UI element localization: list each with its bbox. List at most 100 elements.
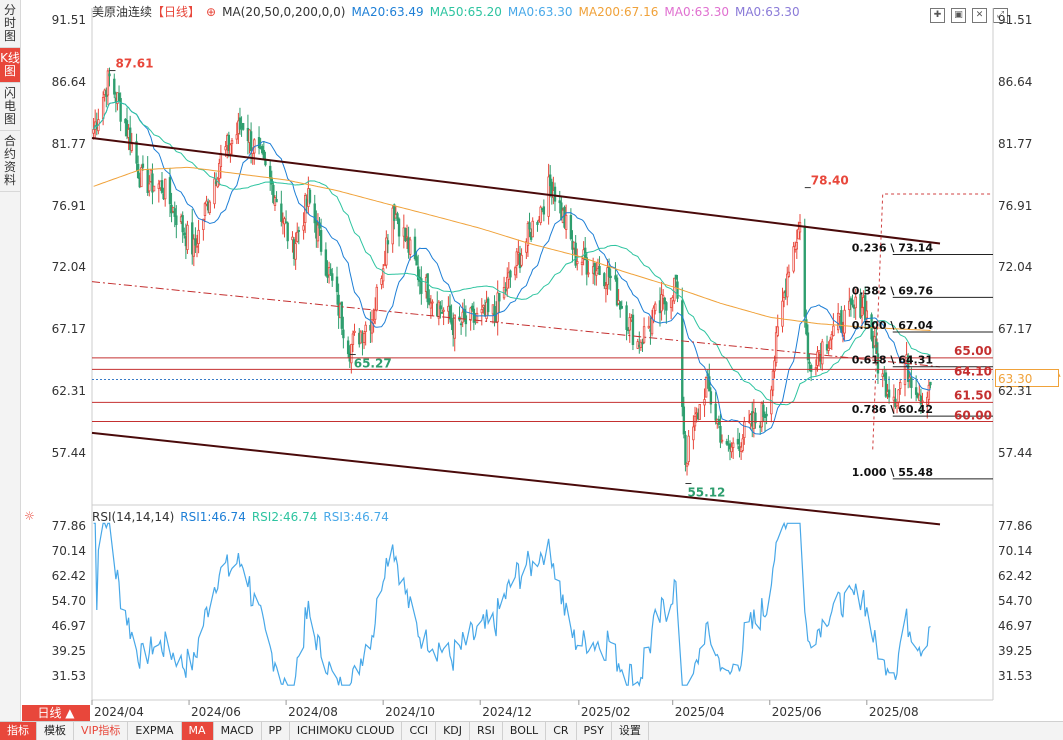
axis-label-left: 31.53 <box>51 669 86 683</box>
candle-body <box>564 214 568 230</box>
instrument-title: 美原油连续 <box>92 5 153 19</box>
period-label: 【日线】 <box>152 5 201 19</box>
left-tab-3[interactable]: 合约资料 <box>0 131 20 192</box>
left-tab-2[interactable]: 闪电图 <box>0 83 20 131</box>
period-selector[interactable]: 日线 ▲ <box>22 705 90 721</box>
indicator-tab-4[interactable]: MA <box>181 722 214 740</box>
candle-body <box>175 215 178 226</box>
candle-body <box>448 305 452 320</box>
axis-label-right: 72.04 <box>998 260 1033 275</box>
candle-body <box>654 303 657 311</box>
candle-body <box>168 177 172 205</box>
candle-body <box>319 230 323 252</box>
candle-body <box>797 228 800 240</box>
axis-label-left: 57.44 <box>51 446 86 460</box>
time-axis-label: 2025/08 <box>868 705 919 719</box>
candle-body <box>805 319 808 335</box>
fib-label: 0.382 \ 69.76 <box>852 284 934 297</box>
axis-label-right: 70.14 <box>998 543 1033 558</box>
candle-body <box>525 241 528 253</box>
indicator-tab-3[interactable]: EXPMA <box>128 722 182 740</box>
candle-body <box>183 232 186 236</box>
candle-body <box>870 314 873 340</box>
price-annotation: 65.00 <box>954 344 992 358</box>
candle-body <box>119 98 122 122</box>
time-axis-label: 2025/02 <box>580 705 631 719</box>
candle-body <box>660 294 663 312</box>
candle-body <box>674 274 678 280</box>
indicator-tab-5[interactable]: MACD <box>214 722 262 740</box>
candle-body <box>926 396 929 405</box>
candle-body <box>542 206 546 215</box>
candle-body <box>426 273 429 303</box>
indicator-tab-6[interactable]: PP <box>262 722 290 740</box>
axis-label-left: 62.31 <box>51 384 86 399</box>
ma200-line <box>93 166 931 331</box>
candle-body <box>731 442 735 448</box>
candle-body <box>194 238 197 246</box>
candle-body <box>101 96 105 120</box>
candle-body <box>351 333 355 345</box>
indicator-tab-bar: 指标 模板 VIP指标 EXPMA MA MACD PP ICHIMOKU CLOUD CCI K… <box>0 721 1063 740</box>
candle-body <box>603 273 606 287</box>
candle-body <box>708 376 711 392</box>
indicator-tab-2[interactable]: VIP指标 <box>74 722 129 740</box>
axis-label-right: 62.42 <box>998 568 1033 583</box>
candle-body <box>241 122 245 130</box>
indicator-tab-12[interactable]: CR <box>546 722 577 740</box>
candle-body <box>486 298 490 313</box>
candle-body <box>704 377 708 398</box>
indicator-tab-13[interactable]: PSY <box>577 722 612 740</box>
time-axis-label: 2024/06 <box>191 705 241 719</box>
settings-icon[interactable]: ⊕ <box>206 5 217 19</box>
candle-body <box>736 438 740 445</box>
channel-upper <box>91 137 941 245</box>
candle-body <box>549 174 552 187</box>
indicator-tab-14[interactable]: 设置 <box>612 722 649 740</box>
layout-icon[interactable]: ▣ <box>951 8 966 23</box>
candle-body <box>374 309 377 320</box>
indicator-tab-9[interactable]: KDJ <box>436 722 471 740</box>
candle-body <box>152 185 156 192</box>
expand-icon[interactable]: ✚ <box>930 8 945 23</box>
candle-body <box>798 222 802 233</box>
candle-body <box>821 341 824 365</box>
indicator-tab-1[interactable]: 模板 <box>37 722 74 740</box>
indicator-tab-11[interactable]: BOLL <box>503 722 547 740</box>
indicator-tab-7[interactable]: ICHIMOKU CLOUD <box>290 722 403 740</box>
indicator-tab-10[interactable]: RSI <box>470 722 503 740</box>
candle-body <box>280 203 283 222</box>
left-tab-0[interactable]: 分时图 <box>0 0 20 48</box>
candle-body <box>429 302 433 309</box>
candle-body <box>140 167 143 188</box>
candle-body <box>375 286 378 311</box>
candle-body <box>685 462 689 467</box>
projection-box <box>872 193 993 450</box>
indicator-tab-8[interactable]: CCI <box>402 722 437 740</box>
candle-body <box>520 254 523 266</box>
candle-body <box>498 292 501 302</box>
candle-body <box>141 163 145 168</box>
candle-body <box>331 273 334 281</box>
time-axis-label: 2025/04 <box>674 705 725 719</box>
left-tab-1[interactable]: K线图 <box>0 48 20 83</box>
candle-body <box>480 309 483 314</box>
indicator-tab-0[interactable]: 指标 <box>0 722 37 740</box>
candle-body <box>431 301 434 304</box>
axis-label-right: 57.44 <box>998 446 1033 460</box>
candle-body <box>547 176 550 217</box>
candle-body <box>385 237 388 266</box>
candle-body <box>453 314 456 339</box>
candle-body <box>719 425 722 443</box>
shrink-icon[interactable]: ✕ <box>972 8 987 23</box>
candle-body <box>825 344 829 351</box>
candle-body <box>781 300 784 327</box>
rsi-settings-icon[interactable]: ☼ <box>24 509 35 523</box>
candle-body <box>569 214 573 240</box>
candle-body <box>197 229 200 244</box>
candle-body <box>692 426 695 441</box>
candle-body <box>113 78 116 95</box>
axis-label-right: 54.70 <box>998 593 1033 608</box>
candle-body <box>848 300 851 311</box>
